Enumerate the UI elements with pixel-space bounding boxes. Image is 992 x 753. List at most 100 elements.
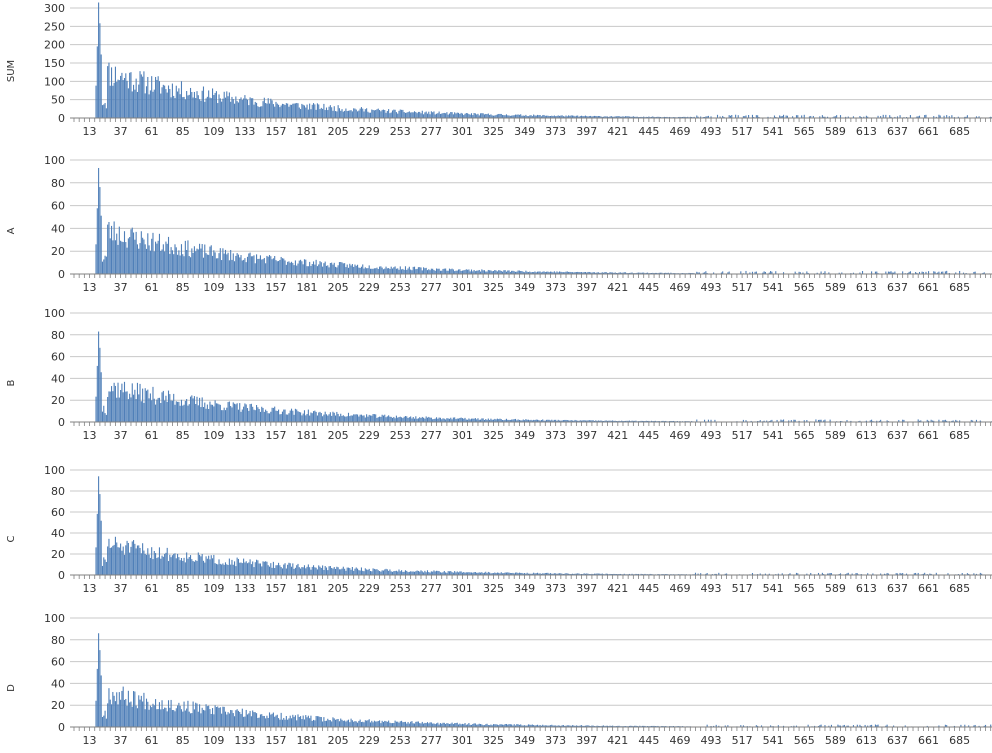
bar xyxy=(790,420,792,422)
bar xyxy=(279,259,281,274)
bar-series xyxy=(95,331,992,422)
bar xyxy=(556,725,558,727)
bar xyxy=(551,271,553,274)
bar xyxy=(503,724,505,727)
bar xyxy=(320,107,322,118)
bar xyxy=(543,573,545,575)
bar xyxy=(464,572,466,575)
y-tick-label: 150 xyxy=(44,57,65,70)
bar xyxy=(195,560,197,575)
x-tick-label: 37 xyxy=(114,582,128,595)
bar xyxy=(342,111,344,118)
bar xyxy=(391,110,394,118)
bar xyxy=(294,408,296,422)
bar xyxy=(552,725,554,727)
bar xyxy=(578,420,580,422)
x-tick-label: 325 xyxy=(483,125,504,138)
bar xyxy=(601,420,603,422)
bar xyxy=(915,572,917,575)
bar xyxy=(314,264,316,274)
bar xyxy=(509,271,511,274)
bar xyxy=(604,272,606,274)
bar xyxy=(263,715,265,727)
x-tick-label: 109 xyxy=(203,125,224,138)
bar xyxy=(508,270,510,274)
bar xyxy=(454,571,456,575)
bar xyxy=(615,116,618,118)
bar xyxy=(560,271,562,274)
bar xyxy=(507,572,509,575)
bar xyxy=(336,719,338,727)
bar xyxy=(614,272,616,274)
bar xyxy=(697,116,699,118)
bar xyxy=(278,718,280,727)
bar xyxy=(362,108,364,118)
bar xyxy=(366,720,368,727)
x-tick-label: 661 xyxy=(918,734,939,747)
bar xyxy=(182,560,184,575)
bar xyxy=(626,420,628,422)
bar xyxy=(568,725,570,727)
bar xyxy=(415,112,417,118)
bar xyxy=(413,723,416,727)
bar xyxy=(283,409,285,422)
bar xyxy=(478,115,480,118)
bar xyxy=(798,420,800,422)
bar xyxy=(534,419,536,422)
bar xyxy=(133,691,135,727)
bar xyxy=(459,269,461,274)
bar xyxy=(535,725,537,727)
bar xyxy=(290,718,293,727)
bar xyxy=(424,268,426,274)
bar xyxy=(301,719,303,727)
bar xyxy=(388,720,390,727)
bar xyxy=(525,573,527,575)
bar xyxy=(415,416,417,422)
bar xyxy=(226,91,228,118)
bar xyxy=(253,255,255,274)
bar xyxy=(377,108,379,118)
bar xyxy=(136,382,138,422)
bar xyxy=(551,573,553,575)
bar xyxy=(373,720,375,727)
bar xyxy=(777,573,779,575)
bar xyxy=(298,716,300,727)
x-tick-label: 229 xyxy=(359,125,380,138)
bar xyxy=(312,411,315,422)
bar xyxy=(856,573,858,575)
bar xyxy=(366,268,368,274)
bar xyxy=(536,419,539,422)
bar xyxy=(209,559,211,575)
bar xyxy=(214,563,216,575)
bar xyxy=(877,115,879,118)
bar xyxy=(474,271,476,274)
bar xyxy=(270,563,272,575)
bar xyxy=(827,573,829,575)
bar xyxy=(718,572,720,575)
bar xyxy=(546,572,548,575)
bar xyxy=(871,724,873,727)
bar xyxy=(865,115,867,118)
bar xyxy=(206,558,208,575)
x-tick-label: 157 xyxy=(265,125,286,138)
bar xyxy=(628,725,631,727)
bar xyxy=(429,114,431,118)
bar xyxy=(213,554,215,575)
bar xyxy=(346,111,348,118)
bar xyxy=(530,724,532,727)
x-tick-label: 661 xyxy=(918,429,939,442)
bar xyxy=(634,725,636,727)
bar xyxy=(556,573,558,575)
bar xyxy=(512,115,514,118)
bar xyxy=(148,398,150,422)
bar xyxy=(402,571,404,575)
bar xyxy=(316,716,318,727)
bar xyxy=(930,573,932,575)
bar xyxy=(202,560,205,575)
bar xyxy=(650,420,653,422)
bar xyxy=(297,563,299,575)
bar xyxy=(246,99,249,118)
bar xyxy=(459,113,461,118)
bar xyxy=(442,268,444,274)
bar xyxy=(641,272,643,274)
